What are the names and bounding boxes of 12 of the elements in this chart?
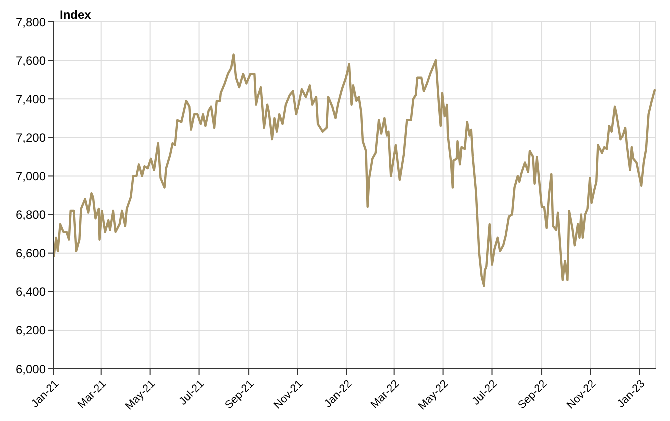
y-tick-label: 7,600 [16,54,46,68]
line-series [54,54,656,288]
y-axis-title: Index [60,8,92,22]
y-tick-label: 7,400 [16,92,46,106]
y-tick-label: 7,200 [16,130,46,145]
y-tick-label: 6,200 [16,324,46,338]
y-tick-label: 7,800 [16,15,46,30]
y-tick-label: 7,000 [16,169,46,184]
y-tick-label: 6,000 [16,362,46,376]
y-tick-label: 6,400 [16,285,46,300]
y-tick-label: 6,800 [16,208,46,222]
y-tick-label: 6,600 [16,246,46,261]
